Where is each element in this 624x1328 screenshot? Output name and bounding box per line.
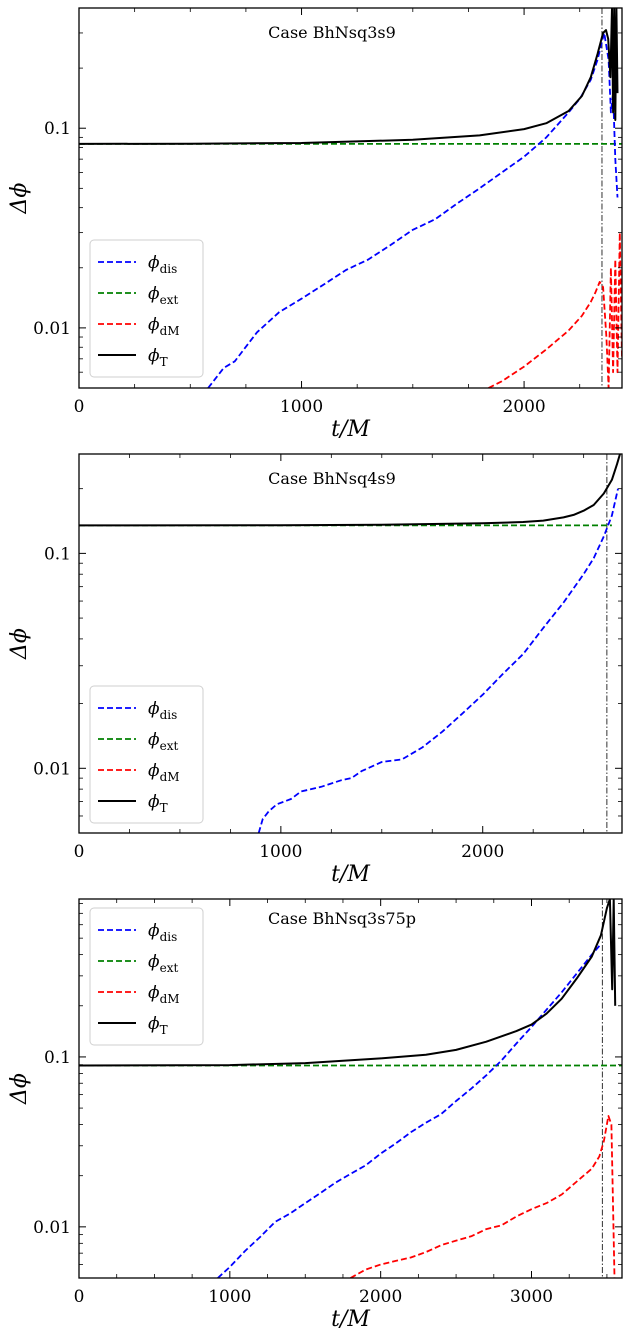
x-tick-label: 2000 <box>502 397 545 417</box>
legend-label-dis: ϕdis <box>148 921 177 944</box>
x-tick-label: 3000 <box>510 1287 553 1307</box>
legend-label-dm: ϕdM <box>148 983 180 1006</box>
series-line-dm <box>488 231 622 388</box>
panel-case-bhnsq3s9: 0 1000 2000 0.01 0.1 t/M Δϕ Case BhNsq3s9 ϕdis ϕe… <box>7 7 623 442</box>
y-axis-label: Δϕ <box>7 1073 32 1105</box>
chart-title: Case BhNsq4s9 <box>268 469 396 488</box>
legend-label-dm: ϕdM <box>148 761 180 784</box>
legend: ϕdis ϕext ϕdM ϕT <box>89 685 204 824</box>
series-line-t <box>79 454 621 527</box>
legend-label-t: ϕT <box>148 1014 168 1037</box>
legend-frame <box>89 239 204 378</box>
y-axis-label: Δϕ <box>7 628 32 660</box>
legend-frame <box>89 685 204 824</box>
x-tick-label: 0 <box>74 842 85 862</box>
x-tick-label: 2000 <box>359 1287 402 1307</box>
chart-title: Case BhNsq3s75p <box>268 909 416 928</box>
plot-frame <box>78 7 623 389</box>
x-tick-label: 0 <box>74 397 85 417</box>
y-tick-label: 0.1 <box>44 1048 71 1068</box>
legend-label-t: ϕT <box>148 346 168 369</box>
panel-case-bhnsq3s75p: 0 1000 2000 3000 0.01 0.1 t/M Δϕ Case BhNsq3s75p… <box>7 898 623 1328</box>
legend-label-ext: ϕext <box>148 730 178 753</box>
x-tick-label: 2000 <box>461 842 504 862</box>
x-tick-label: 0 <box>74 1287 85 1307</box>
legend-frame <box>89 907 204 1046</box>
x-tick-label: 1000 <box>208 1287 251 1307</box>
y-tick-label: 0.1 <box>44 544 71 564</box>
x-axis-label: t/M <box>331 862 370 887</box>
y-tick-label: 0.01 <box>33 319 71 339</box>
x-axis-label: t/M <box>331 1307 370 1328</box>
legend-label-t: ϕT <box>148 792 168 815</box>
y-tick-label: 0.01 <box>33 759 71 779</box>
plot-frame <box>78 453 623 834</box>
series-line-t <box>79 8 619 145</box>
y-tick-label: 0.1 <box>44 119 71 139</box>
panel-case-bhnsq4s9: 0 1000 2000 0.01 0.1 t/M Δϕ Case BhNsq4s9 ϕdis ϕe… <box>7 453 623 887</box>
legend: ϕdis ϕext ϕdM ϕT <box>89 239 204 378</box>
series-line-dis <box>207 32 619 388</box>
x-axis-label: t/M <box>331 417 370 442</box>
y-axis-label: Δϕ <box>7 183 32 215</box>
y-tick-label: 0.01 <box>33 1218 71 1238</box>
legend-label-dm: ϕdM <box>148 315 180 338</box>
legend: ϕdis ϕext ϕdM ϕT <box>89 907 204 1046</box>
chart-title: Case BhNsq3s9 <box>268 23 396 42</box>
series-line-dis <box>217 945 601 1278</box>
legend-label-dis: ϕdis <box>148 699 177 722</box>
legend-label-dis: ϕdis <box>148 253 177 276</box>
series-line-dm <box>350 1115 616 1278</box>
legend-label-ext: ϕext <box>148 284 178 307</box>
legend-label-ext: ϕext <box>148 952 178 975</box>
series-line-dis <box>257 488 619 833</box>
plot-frame <box>78 898 623 1279</box>
series-line-t <box>79 899 617 1067</box>
x-tick-label: 1000 <box>259 842 302 862</box>
x-tick-label: 1000 <box>280 397 323 417</box>
